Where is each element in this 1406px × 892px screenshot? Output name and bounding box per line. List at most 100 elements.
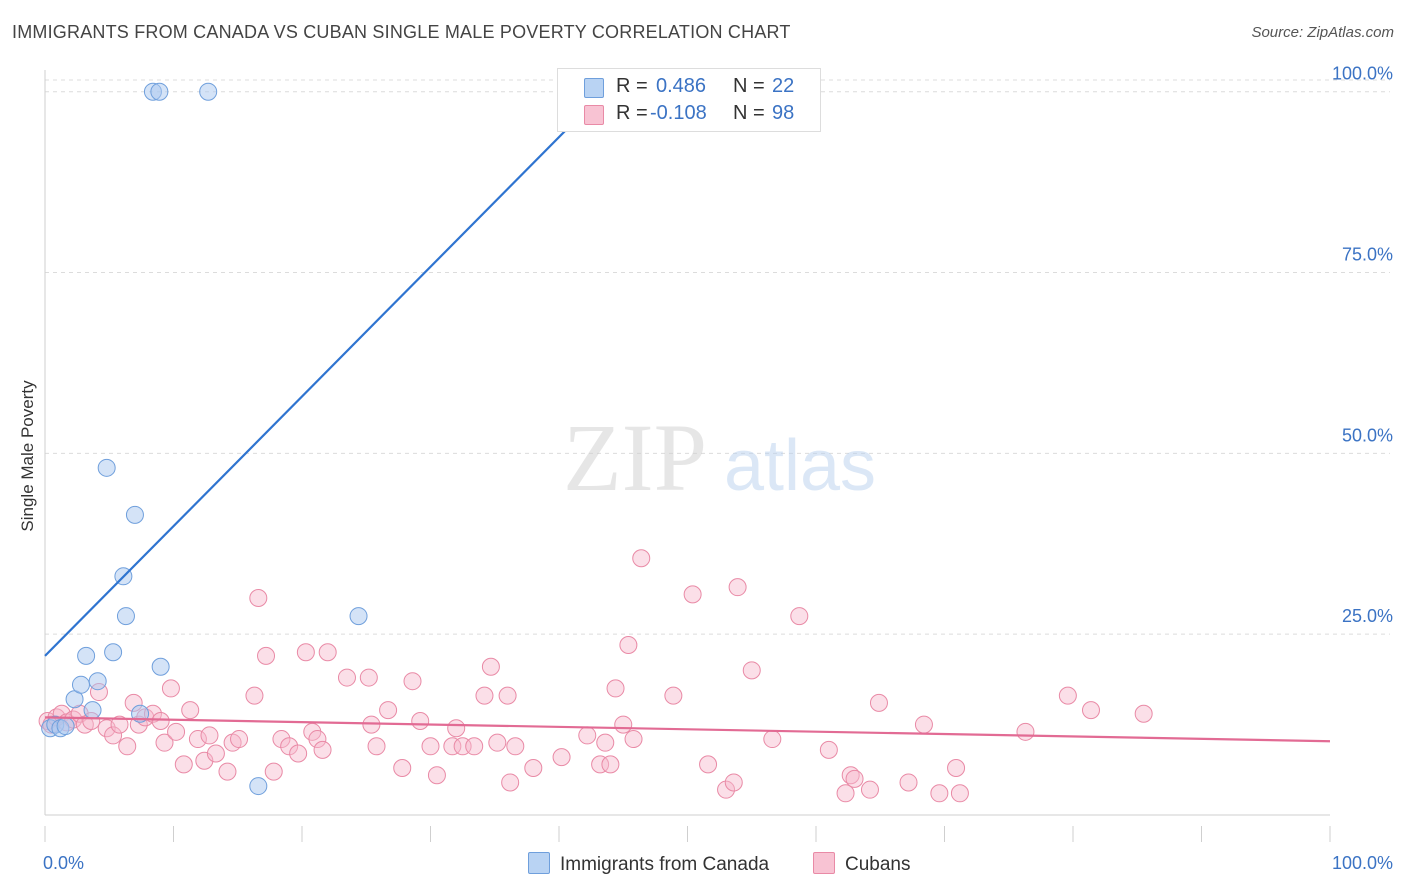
bottom-legend-label-canada: Immigrants from Canada	[560, 854, 770, 875]
cubans-point	[481, 657, 500, 676]
x-tick-label: 0.0%	[43, 853, 84, 873]
cubans-point	[699, 755, 718, 774]
cubans-point	[619, 636, 638, 655]
cubans-point	[596, 733, 615, 752]
cubans-point	[393, 758, 412, 777]
cubans-point	[860, 780, 879, 799]
cubans-point	[257, 646, 276, 665]
cubans-point	[230, 730, 249, 749]
legend-n-label: N =	[733, 102, 765, 124]
cubans-point	[447, 719, 466, 738]
cubans-point	[742, 661, 761, 680]
cubans-point	[930, 784, 949, 803]
y-tick-label: 100.0%	[1332, 64, 1393, 84]
cubans-point	[280, 737, 299, 756]
cubans-point	[367, 737, 386, 756]
canada-point	[125, 505, 144, 524]
canada-point	[104, 643, 123, 662]
cubans-point	[914, 715, 933, 734]
cubans-point	[118, 737, 137, 756]
cubans-point	[606, 679, 625, 698]
canada-point	[151, 657, 170, 676]
cubans-point	[552, 748, 571, 767]
cubans-point	[1081, 701, 1100, 720]
cubans-point	[488, 733, 507, 752]
cubans-point	[174, 755, 193, 774]
canada-point	[97, 458, 116, 477]
cubans-point	[899, 773, 918, 792]
canada-point	[116, 607, 135, 626]
legend-r-label: R =	[616, 75, 648, 97]
cubans-point	[578, 726, 597, 745]
watermark-atlas: atlas	[724, 426, 876, 506]
legend-swatch-blue	[584, 78, 604, 98]
cubans-point	[845, 769, 864, 788]
y-tick-label: 75.0%	[1342, 245, 1393, 265]
cubans-point	[524, 758, 543, 777]
legend-n-value: 98	[772, 102, 795, 124]
cubans-point	[632, 549, 651, 568]
cubans-point	[950, 784, 969, 803]
cubans-point	[717, 780, 736, 799]
legend-row-canada: R = 0.486 N = 22	[558, 73, 820, 101]
gridlines	[45, 79, 1390, 635]
cubans-point	[664, 686, 683, 705]
cubans-point	[1134, 704, 1153, 723]
y-tick-label: 50.0%	[1342, 425, 1393, 445]
canada-point	[249, 777, 268, 796]
cubans-point	[249, 589, 268, 608]
cubans-point	[181, 701, 200, 720]
cubans-point	[206, 744, 225, 763]
canada-trendline	[44, 90, 605, 657]
cubans-point	[724, 773, 743, 792]
cubans-point	[318, 643, 337, 662]
cubans-point	[836, 784, 855, 803]
cubans-point	[200, 726, 219, 745]
cubans-point	[465, 737, 484, 756]
canada-point	[349, 607, 368, 626]
cubans-point	[614, 715, 633, 734]
cubans-point	[421, 737, 440, 756]
cubans-point	[151, 711, 170, 730]
cubans-point	[591, 755, 610, 774]
cubans-point	[188, 730, 207, 749]
cubans-point	[683, 585, 702, 604]
y-tick-label: 25.0%	[1342, 606, 1393, 626]
trendlines	[44, 90, 1331, 743]
bottom-legend-cubans: Cubans	[813, 852, 911, 876]
bottom-legend-canada: Immigrants from Canada	[528, 852, 769, 876]
cubans-point	[308, 730, 327, 749]
legend-row-cubans: R = -0.108 N = 98	[558, 100, 820, 128]
cubans-point	[728, 578, 747, 597]
legend-n-label: N =	[733, 75, 765, 97]
legend-r-label: R =	[616, 102, 648, 124]
cubans-point	[167, 722, 186, 741]
cubans-point	[379, 701, 398, 720]
cubans-point	[1058, 686, 1077, 705]
cubans-point	[1016, 722, 1035, 741]
y-axis-label: Single Male Poverty	[18, 380, 37, 532]
cubans-point	[501, 773, 520, 792]
canada-point	[150, 82, 169, 101]
cubans-point	[601, 755, 620, 774]
watermark: ZIP atlas	[563, 404, 876, 511]
cubans-point	[313, 740, 332, 759]
cubans-point	[763, 730, 782, 749]
cubans-point	[155, 733, 174, 752]
canada-point	[88, 672, 107, 691]
cubans-point	[869, 693, 888, 712]
canada-point	[56, 717, 75, 736]
legend-r-value: -0.108	[650, 102, 707, 124]
cubans-points	[38, 549, 1153, 803]
tick-labels: 25.0% 50.0% 75.0% 100.0% 0.0% 100.0%	[43, 64, 1393, 873]
legend-swatch-pink	[584, 105, 604, 125]
cubans-point	[819, 740, 838, 759]
cubans-point	[506, 737, 525, 756]
cubans-point	[624, 730, 643, 749]
legend-n-value: 22	[772, 75, 795, 97]
cubans-point	[337, 668, 356, 687]
canada-point	[83, 701, 102, 720]
canada-point	[199, 82, 218, 101]
cubans-point	[359, 668, 378, 687]
bottom-legend-swatch-pink	[813, 852, 835, 874]
